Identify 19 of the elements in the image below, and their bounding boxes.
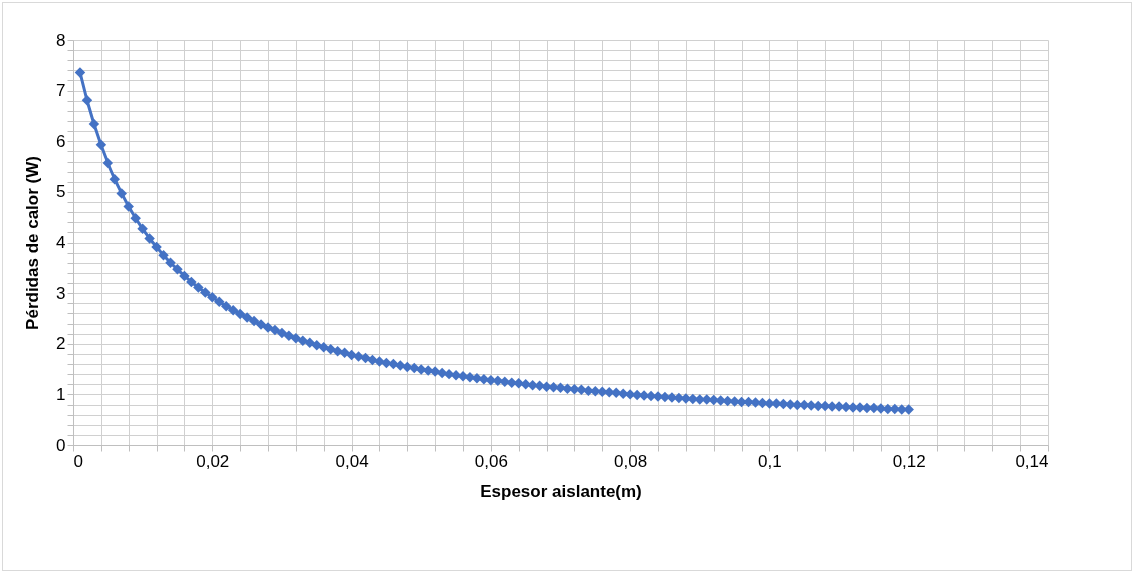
y-tick-label: 2 — [56, 334, 66, 354]
x-tick-label: 0,08 — [614, 451, 648, 471]
x-tick-label: 0,1 — [758, 451, 782, 471]
y-tick-label: 5 — [56, 182, 66, 202]
x-axis-title: Espesor aislante(m) — [480, 481, 642, 501]
y-tick-label: 3 — [56, 283, 66, 303]
x-tick-label: 0,14 — [1015, 451, 1049, 471]
x-tick-label: 0,04 — [335, 451, 369, 471]
x-tick-label: 0 — [73, 451, 83, 471]
y-tick-label: 8 — [56, 30, 66, 50]
y-tick-label: 1 — [56, 384, 66, 404]
y-tick-label: 4 — [56, 233, 66, 252]
x-tick-label: 0,06 — [474, 451, 508, 471]
x-tick-label: 0,02 — [196, 451, 230, 471]
y-tick-label: 0 — [56, 435, 66, 455]
x-tick-label: 0,12 — [892, 451, 926, 471]
y-tick-label: 6 — [56, 131, 66, 151]
y-axis-title: Pérdidas de calor (W) — [23, 156, 43, 330]
y-tick-label: 7 — [56, 81, 66, 101]
